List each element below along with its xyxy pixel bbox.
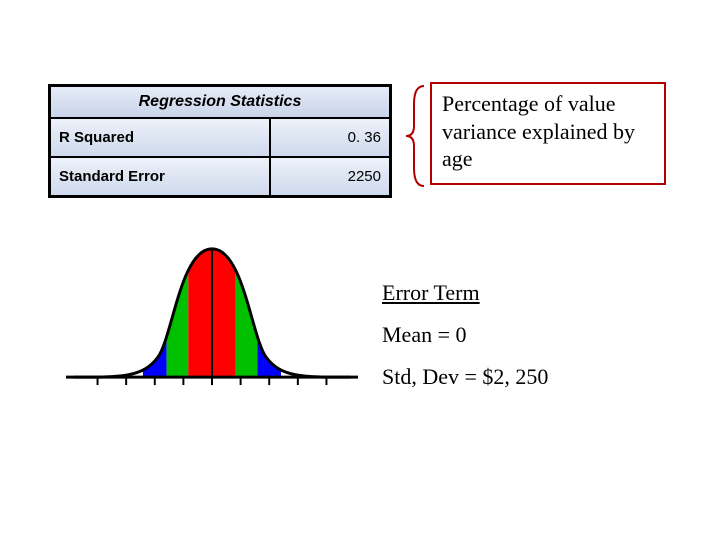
stats-label-stderr: Standard Error xyxy=(51,158,271,195)
error-term-mean: Mean = 0 xyxy=(382,314,548,356)
regression-stats-table: Regression Statistics R Squared 0. 36 St… xyxy=(48,84,392,198)
stats-row-rsquared: R Squared 0. 36 xyxy=(51,119,389,158)
normal-distribution-figure xyxy=(64,228,360,400)
callout-brace-icon xyxy=(404,84,428,188)
stats-value-rsquared: 0. 36 xyxy=(271,119,389,156)
stats-value-stderr: 2250 xyxy=(271,158,389,195)
error-term-block: Error Term Mean = 0 Std, Dev = $2, 250 xyxy=(382,272,548,397)
stats-label-rsquared: R Squared xyxy=(51,119,271,156)
error-term-std: Std, Dev = $2, 250 xyxy=(382,356,548,398)
stats-row-stderr: Standard Error 2250 xyxy=(51,158,389,195)
stats-table-header: Regression Statistics xyxy=(51,87,389,119)
error-term-title: Error Term xyxy=(382,272,548,314)
band-mid-right xyxy=(236,229,258,399)
band-outer-right xyxy=(257,229,281,399)
band-outer-left xyxy=(143,229,167,399)
band-mid-left xyxy=(167,229,189,399)
variance-explained-callout: Percentage of value variance explained b… xyxy=(430,82,666,185)
